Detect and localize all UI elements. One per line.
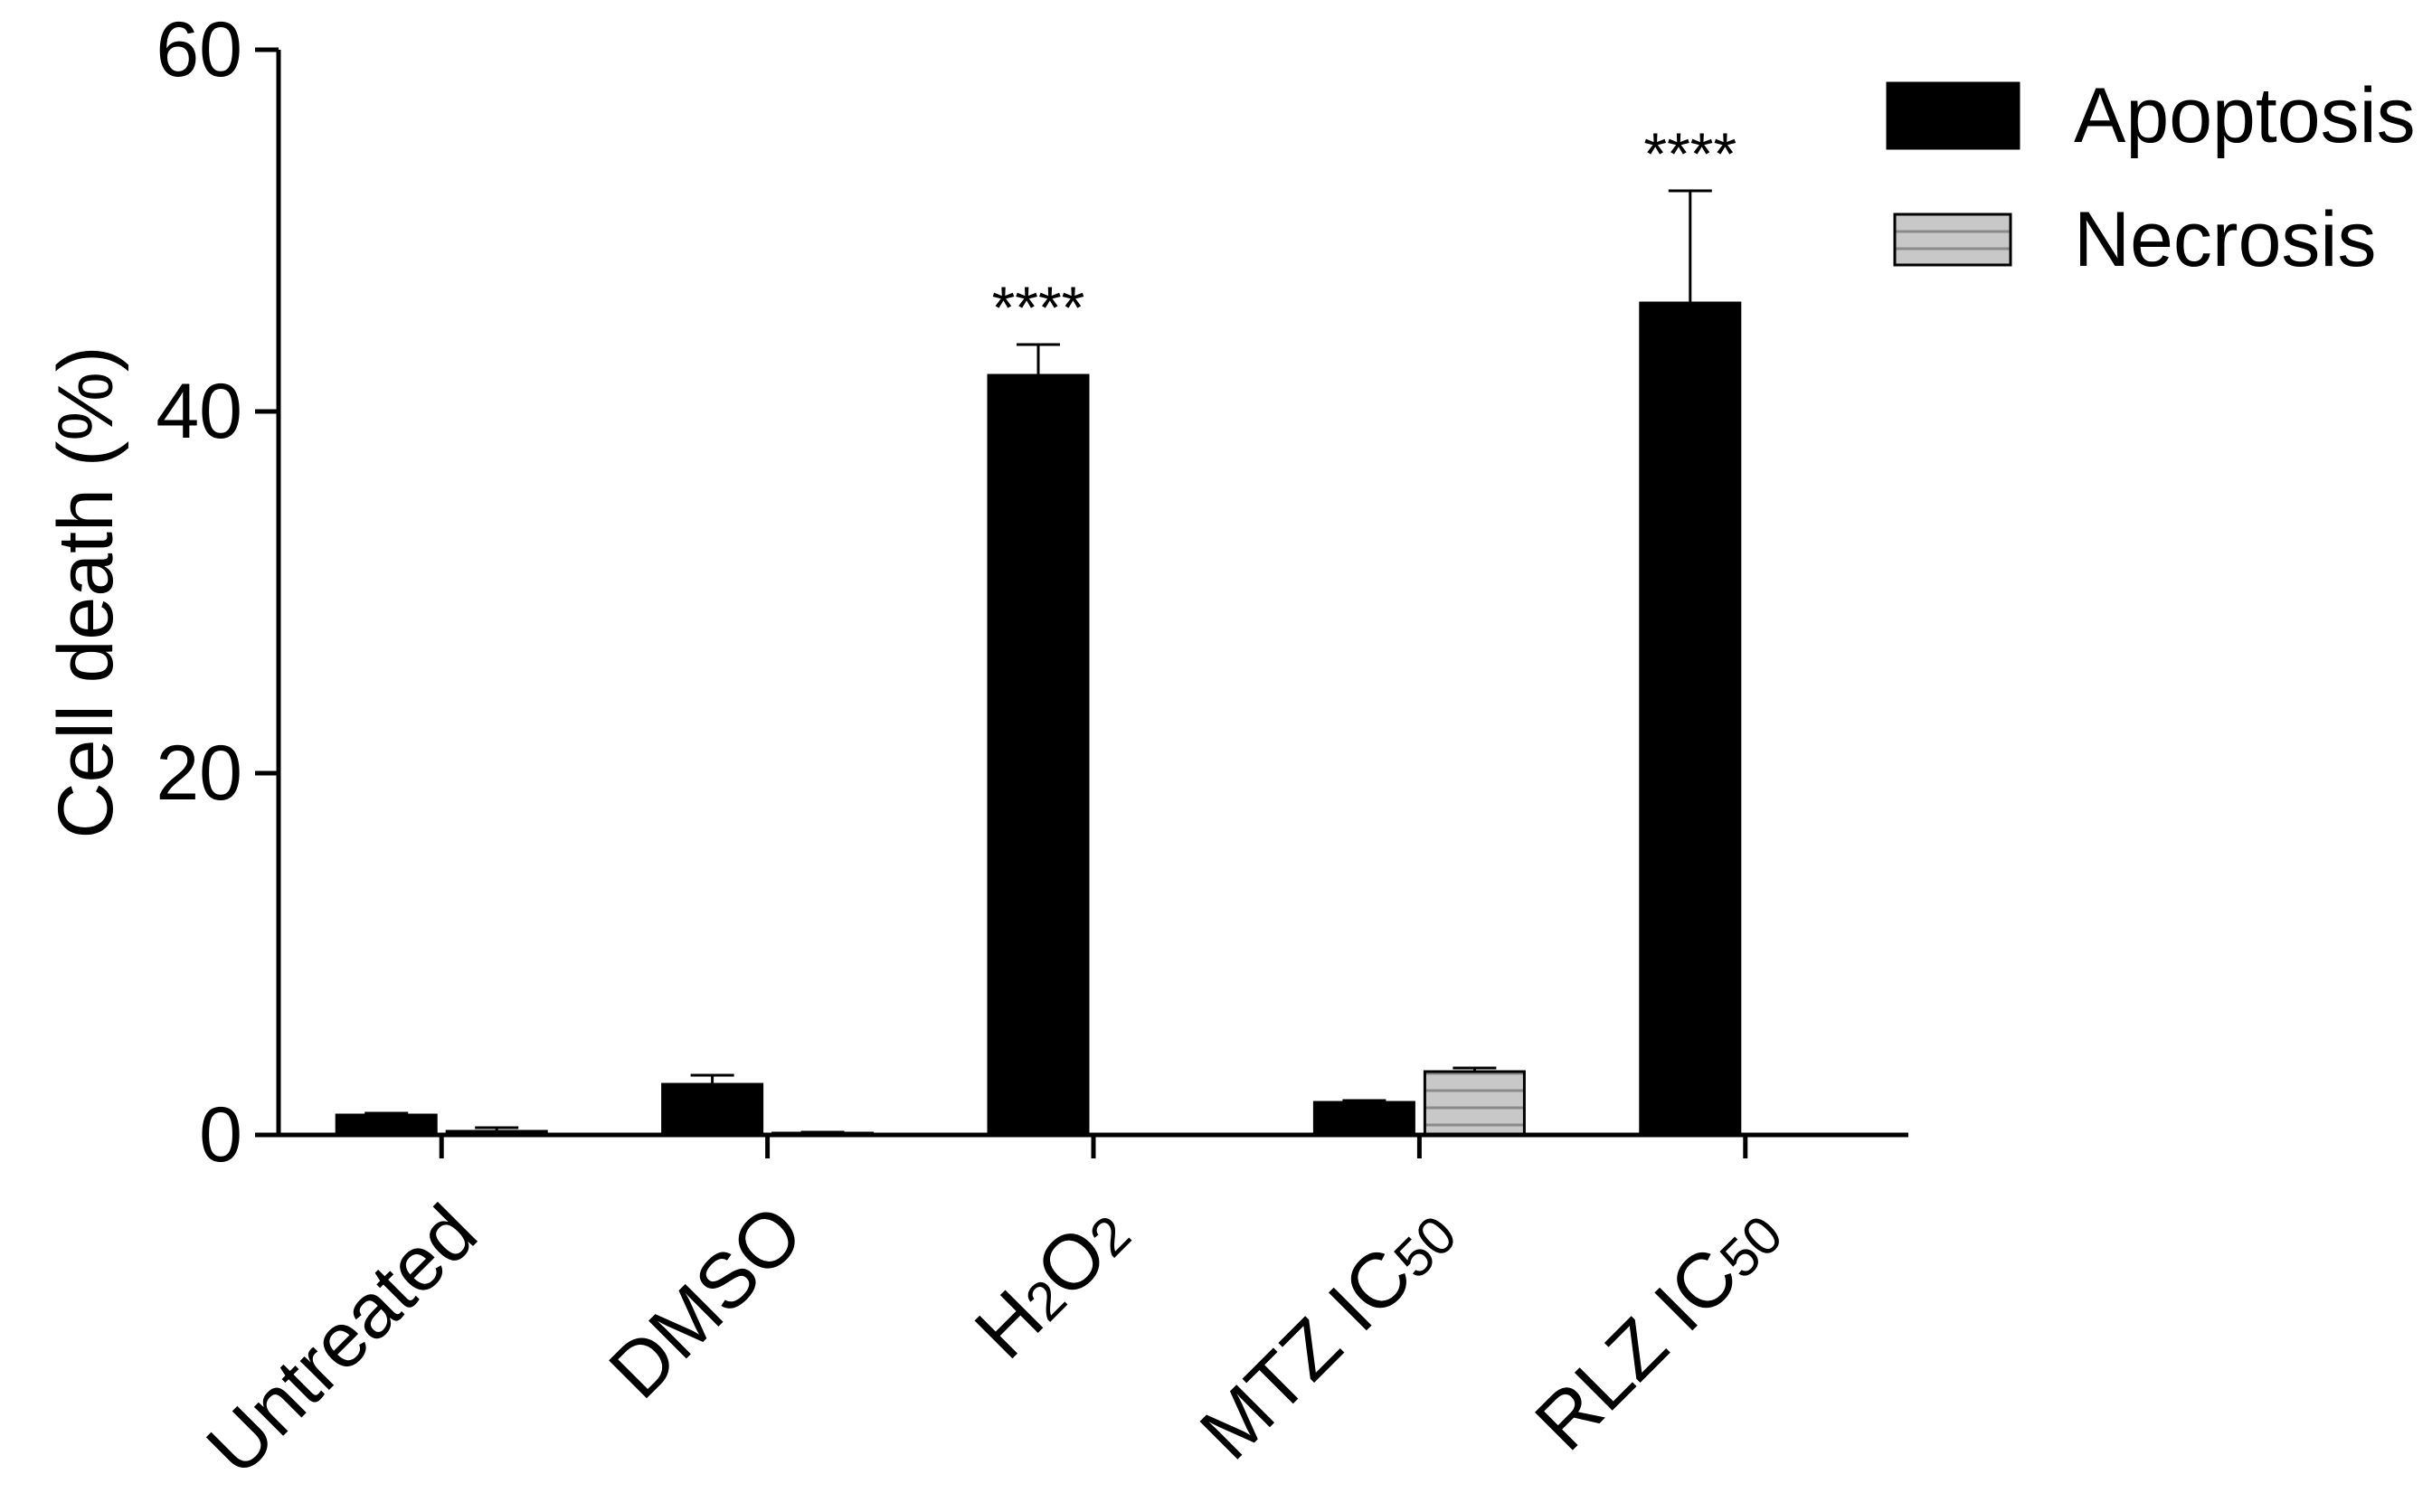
y-tick-label: 0 (199, 1091, 242, 1178)
bar-apoptosis (1312, 1101, 1415, 1137)
x-tick-label-main: RLZ IC (1519, 1231, 1754, 1466)
y-tick-label: 20 (156, 730, 242, 817)
axes-layer (255, 47, 1908, 1158)
text-layer: 0 20 40 60 Cell death (%) Untreated DMSO H2O2 MT… (43, 6, 1797, 1491)
legend-swatch-necrosis (1893, 213, 2012, 267)
x-tick-label: Untreated (190, 1188, 493, 1491)
x-tick-label-main: MTZ IC (1184, 1231, 1429, 1476)
bar-apoptosis (987, 373, 1090, 1137)
significance-annotation: **** (1643, 120, 1736, 187)
x-tick-label-text: DMSO (592, 1188, 819, 1414)
y-axis-label: Cell death (%) (43, 346, 129, 839)
y-tick-label: 40 (156, 368, 242, 455)
legend-label-apoptosis: Apoptosis (2074, 72, 2416, 159)
bar-necrosis (1423, 1070, 1526, 1137)
legend-label-necrosis: Necrosis (2074, 196, 2377, 283)
legend: Apoptosis Necrosis (1886, 72, 2416, 283)
legend-swatch-apoptosis (1886, 81, 2020, 150)
x-tick-label-text: Untreated (190, 1188, 493, 1491)
x-tick-label: H2O2 (959, 1188, 1145, 1375)
bar-apoptosis (661, 1082, 764, 1137)
bar-apoptosis (1639, 301, 1742, 1137)
significance-annotation: **** (992, 274, 1085, 341)
y-tick-label: 60 (156, 6, 242, 93)
bar-apoptosis (335, 1113, 438, 1137)
x-tick-label: MTZ IC50 (1184, 1188, 1472, 1476)
x-tick-label: RLZ IC50 (1519, 1188, 1797, 1467)
x-tick-label: DMSO (592, 1188, 819, 1414)
